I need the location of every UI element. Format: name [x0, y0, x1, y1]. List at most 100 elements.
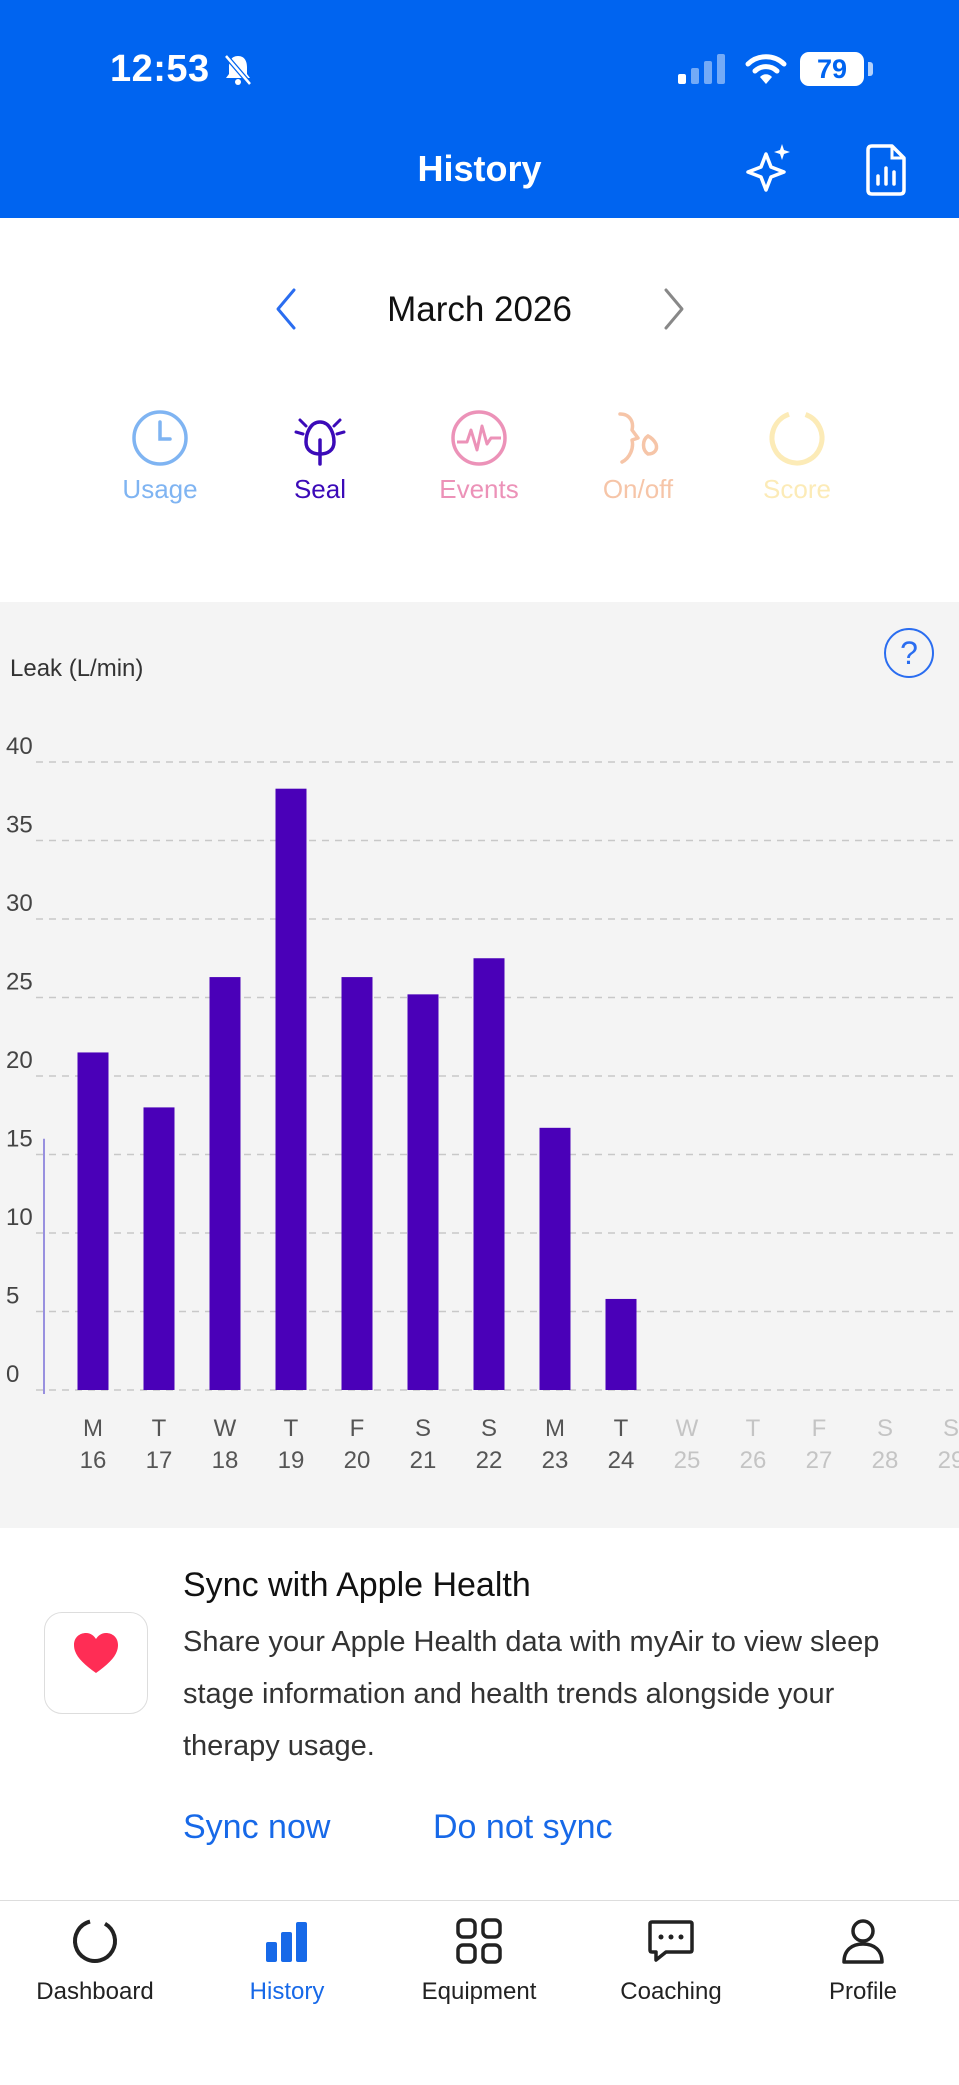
bar-16 [77, 1052, 109, 1390]
nav-history[interactable]: History [192, 1916, 382, 2006]
x-tick-date: 21 [410, 1447, 437, 1474]
y-tick-label: 5 [6, 1283, 19, 1310]
sync-now-button[interactable]: Sync now [183, 1808, 331, 1846]
wifi-icon [745, 54, 787, 84]
nav-profile[interactable]: Profile [768, 1916, 958, 2006]
x-tick-day: M [545, 1415, 565, 1442]
y-axis-label: Leak (L/min) [10, 655, 144, 682]
app-header: 12:53 79 History [0, 0, 959, 218]
x-tick-day: M [83, 1415, 103, 1442]
bar-20 [341, 977, 373, 1390]
bar-22 [473, 958, 505, 1390]
events-wave-icon [451, 410, 507, 466]
mask-seal-icon [294, 418, 346, 466]
y-tick-label: 20 [6, 1047, 33, 1074]
nav-profile-label: Profile [828, 1978, 898, 2005]
nav-equipment[interactable]: Equipment [384, 1916, 574, 2006]
tab-usage-label: Usage [122, 474, 198, 504]
y-tick-label: 30 [6, 890, 33, 917]
heart-icon [74, 1633, 118, 1673]
leak-bar-chart: 0 5 10 15 20 25 30 35 40 M 16 T 17 W 18 T 19 F 20 S 21 S 22 M 23… [6, 733, 959, 1474]
tab-events-label: Events [439, 474, 519, 504]
report-icon[interactable] [864, 144, 908, 196]
x-tick-day: T [284, 1415, 299, 1442]
battery-nub [868, 62, 873, 76]
x-tick-date: 22 [476, 1447, 503, 1474]
x-tick-day: T [746, 1415, 761, 1442]
x-tick-day: T [152, 1415, 167, 1442]
nav-dashboard-label: Dashboard [36, 1978, 154, 2005]
sync-title: Sync with Apple Health [183, 1566, 531, 1604]
x-tick-day: S [943, 1415, 959, 1442]
x-tick-date: 16 [80, 1447, 107, 1474]
x-tick-day: S [481, 1415, 497, 1442]
apple-health-logo [44, 1612, 148, 1714]
sync-card [0, 1528, 959, 1900]
grid-icon [456, 1918, 502, 1964]
tab-events[interactable]: Events [419, 408, 539, 505]
bell-muted-icon [224, 54, 252, 86]
tab-on-off[interactable]: On/off [578, 408, 698, 505]
nav-coaching[interactable]: Coaching [576, 1916, 766, 2006]
bar-18 [209, 977, 241, 1390]
month-label: March 2026 [387, 290, 572, 329]
tab-seal[interactable]: Seal [260, 408, 380, 505]
x-tick-date: 18 [212, 1447, 239, 1474]
x-tick-date: 29 [938, 1447, 959, 1474]
score-ring-icon [769, 410, 825, 466]
do-not-sync-button[interactable]: Do not sync [433, 1808, 613, 1846]
chat-bubble-icon [648, 1920, 694, 1962]
sync-description: Share your Apple Health data with myAir … [183, 1626, 880, 1762]
x-tick-date: 25 [674, 1447, 701, 1474]
y-tick-label: 15 [6, 1126, 33, 1153]
chevron-left-icon[interactable] [270, 284, 300, 334]
x-tick-day: F [350, 1415, 365, 1442]
bottom-navigation [0, 1900, 959, 2085]
bar-17 [143, 1107, 175, 1390]
dashboard-ring-icon [73, 1919, 117, 1963]
battery-indicator: 79 [800, 52, 864, 86]
bar-23 [539, 1127, 571, 1390]
x-tick-day: W [214, 1415, 237, 1442]
nav-history-label: History [249, 1978, 325, 2005]
month-navigator: March 2026 [0, 284, 959, 340]
x-tick-day: S [877, 1415, 893, 1442]
bar-19 [275, 788, 307, 1390]
tab-score-label: Score [763, 474, 831, 504]
help-icon[interactable]: ? [884, 628, 934, 678]
y-tick-label: 10 [6, 1204, 33, 1231]
tab-seal-label: Seal [293, 474, 347, 504]
y-tick-label: 25 [6, 969, 33, 996]
nav-coaching-label: Coaching [620, 1978, 722, 2005]
x-tick-date: 23 [542, 1447, 569, 1474]
status-time: 12:53 [110, 48, 210, 90]
x-tick-date: 27 [806, 1447, 833, 1474]
tab-score[interactable]: Score [737, 408, 857, 505]
bar-chart-icon [266, 1922, 307, 1962]
x-tick-day: F [812, 1415, 827, 1442]
chevron-right-icon[interactable] [660, 284, 690, 334]
x-tick-date: 19 [278, 1447, 305, 1474]
x-tick-date: 20 [344, 1447, 371, 1474]
x-tick-day: S [415, 1415, 431, 1442]
x-tick-date: 24 [608, 1447, 635, 1474]
y-tick-label: 40 [6, 733, 33, 760]
person-icon [842, 1919, 884, 1964]
nav-dashboard[interactable]: Dashboard [0, 1916, 190, 2006]
tab-usage[interactable]: Usage [100, 408, 220, 505]
bar-21 [407, 994, 439, 1390]
face-mask-icon [618, 412, 659, 464]
x-tick-date: 26 [740, 1447, 767, 1474]
x-tick-date: 17 [146, 1447, 173, 1474]
tab-on-off-label: On/off [602, 474, 674, 504]
y-tick-label: 0 [6, 1361, 19, 1388]
clock-icon [132, 410, 188, 466]
nav-equipment-label: Equipment [421, 1978, 537, 2005]
signal-icon [678, 54, 725, 84]
bar-24 [605, 1298, 637, 1390]
x-tick-day: T [614, 1415, 629, 1442]
x-tick-day: W [676, 1415, 699, 1442]
sparkle-icon[interactable] [740, 140, 798, 198]
x-tick-date: 28 [872, 1447, 899, 1474]
y-tick-label: 35 [6, 812, 33, 839]
